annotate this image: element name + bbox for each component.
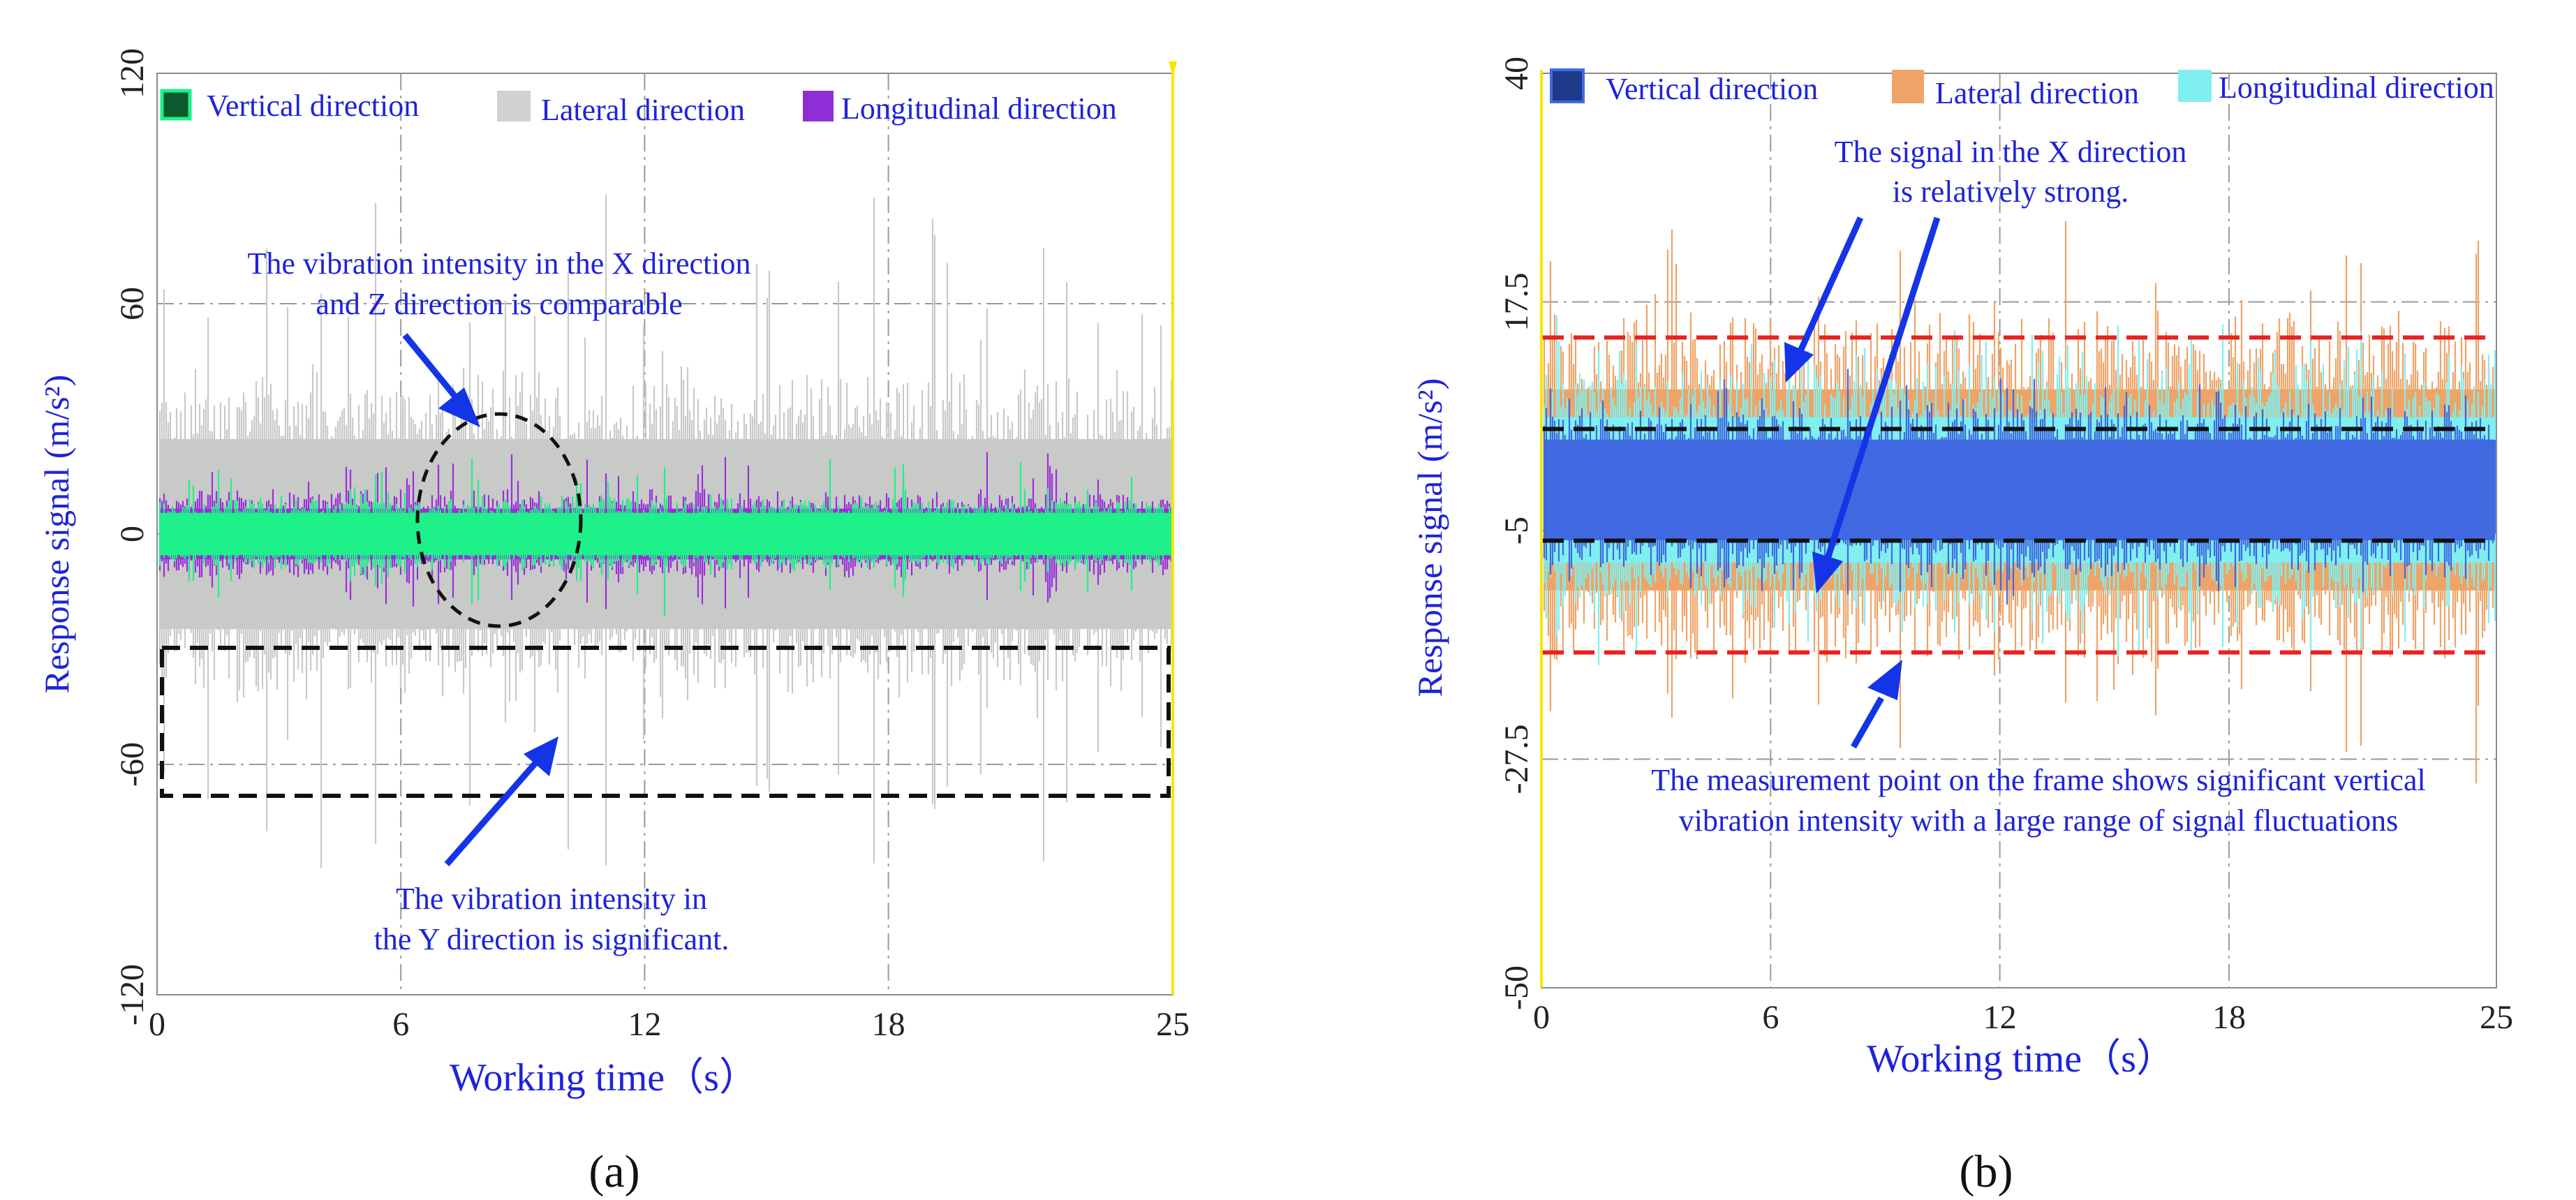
panel-b-annotation-frame-line-2: vibration intensity with a large range o… [1679,803,2399,838]
panel-a-arrow-to-ellipse [402,333,458,399]
panel-a-annotation-xz-line-2: and Z direction is comparable [316,287,682,321]
panel-b-legend-swatch-lateral [1892,70,1924,103]
panel-b-legend-swatch-vertical [1550,68,1585,103]
panel-b-annotation-x-line-1: The signal in the X direction [1835,135,2187,169]
panel-b-x-tick-3: 18 [2212,999,2246,1036]
panel-b-legend-swatch-longitudinal [2178,70,2212,102]
panel-b-arrow-short [1796,216,1864,354]
panel-b-arrow-long-head [1812,551,1843,593]
panel-b-x-tick-2: 12 [1983,999,2017,1036]
panel-a-x-tick-1: 6 [392,1006,409,1043]
panel-a-annotation-y-line-1: The vibration intensity in [396,882,707,916]
panel-b-annotation-x-line-2: is relatively strong. [1893,175,2129,209]
panel-b-series-2 [1543,369,2496,605]
panel-a-arrow-to-box [444,760,539,866]
panel-a-x-tick-0: 0 [149,1006,165,1043]
panel-b-y-tick-0: -50 [1498,965,1535,1010]
panel-a-series-2 [158,459,1173,616]
panel-a-annotation-y-line-2: the Y direction is significant. [374,922,730,956]
panel-a-x-tick-4: 25 [1156,1006,1190,1043]
panel-b-annotation-x: The signal in the X direction is relativ… [1835,135,2187,209]
panel-a-series [158,194,1173,868]
panel-a-top-marker [1169,61,1177,77]
panel-b-y-tick-4: 40 [1498,57,1535,90]
panel-b-arrow-up [1851,696,1884,749]
panel-a-y-axis-label: Response signal (m/s²) [37,375,76,694]
panel-a-x-tick-2: 12 [628,1006,661,1043]
panel-b-label: (b) [1960,1146,2013,1197]
panel-b-series [1543,221,2496,784]
panel-b-reference-lines [1543,335,2495,655]
panel-a-annotation-y: The vibration intensity in the Y directi… [374,882,730,956]
panel-a-legend: Vertical direction Lateral direction Lon… [160,89,1117,127]
panel-a-y-tick-2: 0 [114,526,151,542]
panel-b-legend-label-longitudinal: Longitudinal direction [2219,71,2494,105]
panel-a-legend-swatch-vertical [160,89,192,121]
panel-a-annotation-xz: The vibration intensity in the X directi… [248,246,751,321]
panel-b-y-axis-label: Response signal (m/s²) [1410,378,1449,697]
panel-a-y-tick-3: 60 [114,287,151,320]
panel-a-y-tick-0: -120 [114,964,151,1025]
panel-b-y-tick-labels: -50 -27.5 -5 17.5 40 [1498,57,1535,1010]
panel-b-y-tick-2: -5 [1498,517,1535,545]
panel-a-legend-label-vertical: Vertical direction [207,89,419,123]
panel-a-legend-swatch-lateral [497,91,531,121]
panel-a-comparable-region-ellipse [415,412,583,628]
panel-a-label: (a) [589,1146,639,1197]
panel-b-y-tick-3: 17.5 [1498,273,1535,332]
panel-a-x-tick-labels: 0 6 12 18 25 [149,1006,1190,1043]
panel-b-x-tick-1: 6 [1762,999,1779,1036]
panel-b-y-tick-1: -27.5 [1498,725,1535,794]
panel-b-annotation-frame-line-1: The measurement point on the frame shows… [1651,763,2425,797]
panel-a-y-tick-1: -60 [114,742,151,787]
panel-a-x-tick-3: 18 [872,1006,905,1043]
panel-b-arrow-long [1824,216,1941,560]
panel-b-legend-label-lateral: Lateral direction [1935,76,2139,110]
panel-a-legend-label-lateral: Lateral direction [541,93,745,127]
panel-a-legend-swatch-longitudinal [803,91,834,121]
panel-a: The vibration intensity in the X directi… [37,48,1190,1197]
panel-a-y-tick-labels: -120 -60 0 60 120 [114,48,151,1025]
panel-a-legend-label-longitudinal: Longitudinal direction [841,91,1117,126]
panel-a-series-core-2 [160,512,1171,556]
panel-b-annotation-frame: The measurement point on the frame shows… [1651,763,2425,838]
panel-b-x-tick-labels: 0 6 12 18 25 [1533,999,2513,1036]
panel-a-x-axis-label: Working time（s） [450,1056,758,1099]
panel-b-x-tick-0: 0 [1533,999,1550,1036]
panel-a-annotation-xz-line-1: The vibration intensity in the X directi… [248,246,751,281]
panel-a-y-tick-4: 120 [114,48,151,98]
panel-b-x-axis-label: Working time（s） [1867,1037,2175,1081]
panel-a-arrow-head-box [524,736,558,776]
panel-b-legend: Vertical direction Lateral direction Lon… [1550,68,2494,110]
panel-b-x-tick-4: 25 [2480,999,2513,1036]
panel-a-y-direction-region-box [160,646,1171,798]
panel-b-legend-label-vertical: Vertical direction [1606,72,1818,106]
panel-b: The signal in the X direction is relativ… [1410,57,2513,1197]
panel-b-arrow-short-head [1784,342,1814,383]
panel-a-arrow-head-ellipse [438,387,480,427]
panel-b-arrow-up-head [1867,660,1902,700]
